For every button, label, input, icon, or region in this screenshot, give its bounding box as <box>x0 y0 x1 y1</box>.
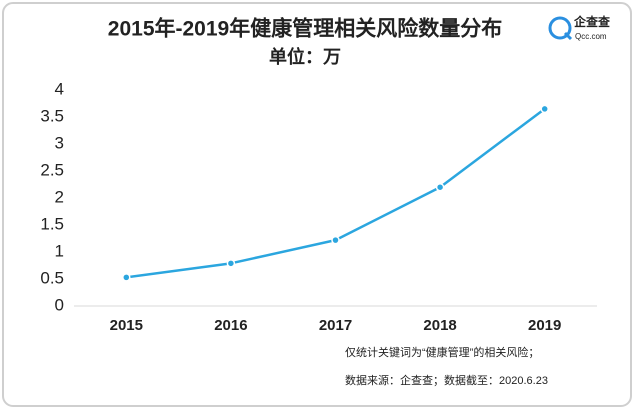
chart-title: 2015年-2019年健康管理相关风险数量分布 <box>108 17 502 41</box>
x-tick-label: 2016 <box>214 317 247 334</box>
chart-subtitle: 单位：万 <box>269 46 341 67</box>
marker <box>540 104 549 114</box>
marker <box>122 273 131 282</box>
marker <box>226 259 236 268</box>
x-tick-label: 2017 <box>319 317 352 334</box>
x-tick-label: 2018 <box>423 317 456 334</box>
note: 数据来源：企查查；数据截至：2020.6.23 <box>345 373 548 387</box>
x-tick-label: 2019 <box>528 317 561 334</box>
logo-name: 企查查 <box>573 14 611 29</box>
logo-site: Qcc.com <box>575 32 607 41</box>
y-tick-label: 0 <box>55 295 64 314</box>
note: 仅统计关键词为“健康管理”的相关风险； <box>345 345 539 359</box>
x-tick-label: 2015 <box>110 317 143 334</box>
y-tick-label: 1.5 <box>40 214 64 233</box>
y-tick-label: 3.5 <box>40 106 64 125</box>
y-tick-label: 0.5 <box>40 268 64 287</box>
marker <box>331 235 340 245</box>
y-tick-label: 1 <box>55 241 64 260</box>
y-tick-label: 2.5 <box>40 160 64 179</box>
logo: 企查查 Qcc.com <box>548 14 611 41</box>
y-tick-label: 2 <box>55 187 64 206</box>
logo-icon <box>548 16 572 40</box>
y-tick-label: 3 <box>55 133 64 152</box>
y-tick-label: 4 <box>55 79 64 98</box>
marker <box>435 182 445 192</box>
logo-icon <box>563 31 573 41</box>
